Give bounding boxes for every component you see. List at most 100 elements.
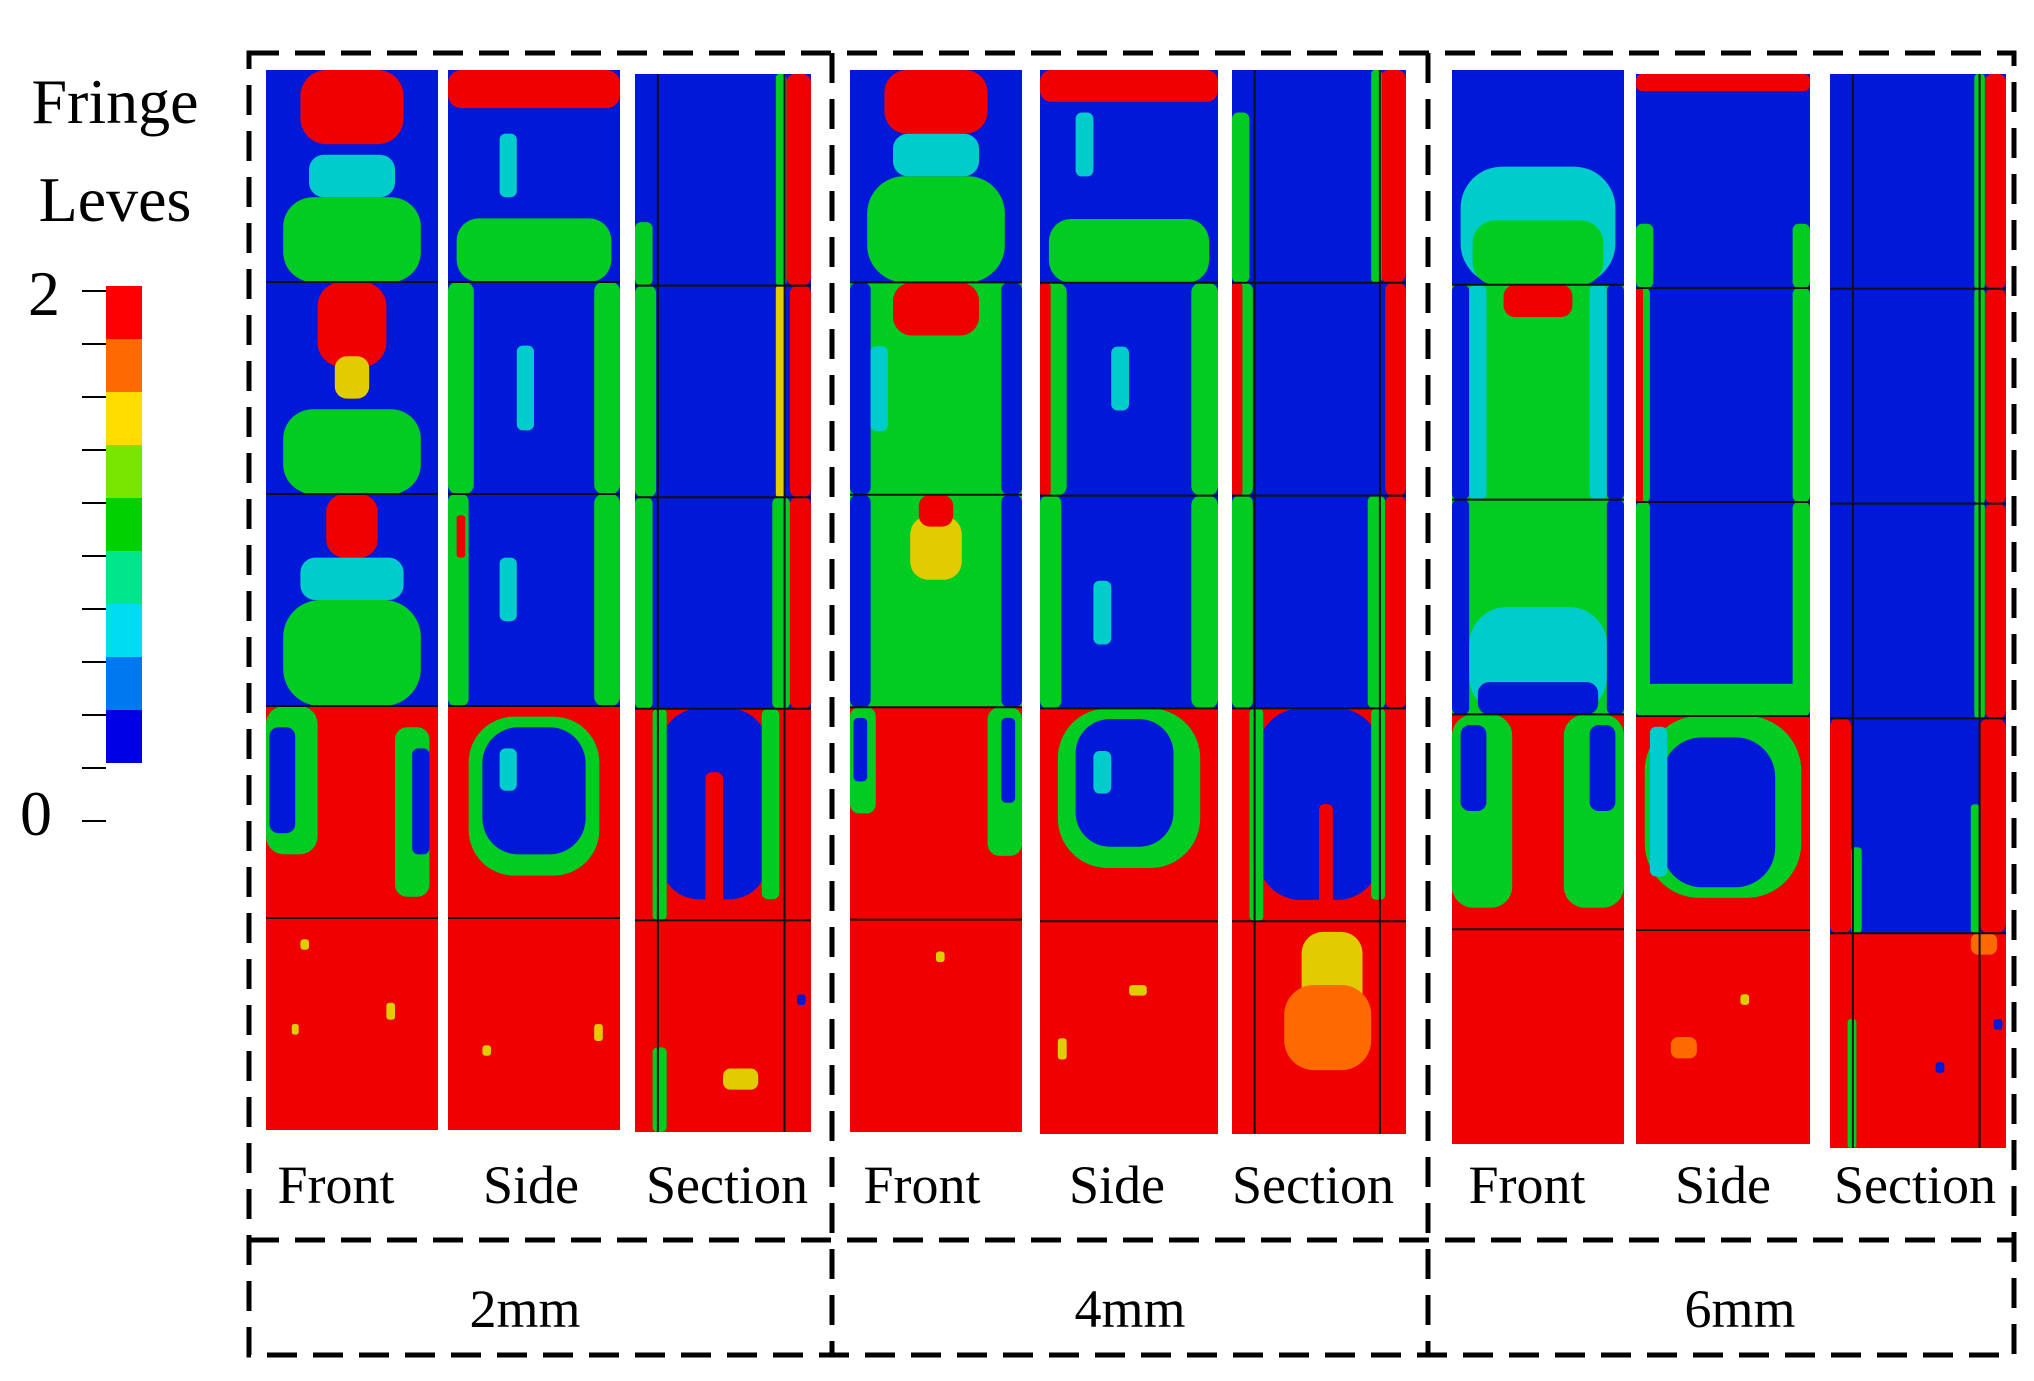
colorbar-tick <box>82 396 106 398</box>
colorbar-segment <box>106 392 142 445</box>
fringe-region <box>1249 708 1264 922</box>
colorbar-segment <box>106 657 142 710</box>
fringe-region <box>910 516 962 580</box>
fringe-region <box>386 1002 395 1020</box>
view-label-section: Section <box>1232 1155 1394 1215</box>
fringe-region <box>1503 284 1573 318</box>
fringe-region <box>1636 288 1810 502</box>
group-label-6mm: 6mm <box>1684 1279 1796 1339</box>
fringe-region <box>1111 346 1129 411</box>
fringe-region <box>775 285 785 498</box>
fringe-region <box>1379 70 1406 283</box>
contour-panel-4mm-section <box>1232 70 1406 1134</box>
colorbar-tick <box>82 343 106 345</box>
fringe-region <box>1993 1019 2003 1030</box>
fringe-region <box>1191 282 1218 496</box>
fringe-region <box>1649 726 1668 877</box>
fringe-region <box>1040 495 1218 709</box>
fringe-region <box>300 557 404 600</box>
view-label-side: Side <box>1068 1155 1165 1215</box>
fringe-region <box>1371 708 1386 900</box>
fringe-region <box>1589 725 1616 812</box>
fringe-region <box>705 772 723 921</box>
fringe-region <box>482 727 586 855</box>
fringe-region <box>1258 708 1380 900</box>
fringe-region <box>1001 494 1022 708</box>
fringe-region <box>893 133 979 177</box>
legend-title-line1: Fringe <box>31 66 199 137</box>
fringe-region <box>1979 718 2006 934</box>
fringe-region <box>1048 218 1210 283</box>
fringe-region <box>1093 750 1112 794</box>
view-label-front: Front <box>277 1155 395 1215</box>
fringe-region <box>1589 284 1607 500</box>
fringe-region <box>1792 288 1810 502</box>
fringe-region <box>1636 288 1643 502</box>
legend-max-label: 2 <box>28 258 60 329</box>
fringe-region <box>1385 495 1406 709</box>
fringe-region <box>1606 499 1624 715</box>
fringe-region <box>1792 223 1810 288</box>
contour-panel-2mm-front <box>266 70 438 1130</box>
view-label-side: Side <box>482 1155 579 1215</box>
fringe-region <box>266 918 438 1130</box>
fringe-region <box>723 1068 759 1090</box>
fringe-region <box>1129 985 1147 996</box>
legend-colorbar <box>106 286 142 763</box>
fringe-region <box>1670 1037 1697 1059</box>
fringe-region <box>499 557 517 622</box>
contour-panel-4mm-side <box>1040 70 1218 1134</box>
view-label-front: Front <box>1468 1155 1586 1215</box>
fringe-region <box>893 282 979 336</box>
fringe-region <box>594 494 620 706</box>
fringe-region <box>1001 717 1016 803</box>
fringe-region <box>1284 985 1372 1071</box>
fringe-region <box>789 285 811 498</box>
fringe-region <box>1452 929 1624 1144</box>
fringe-region <box>1636 74 1810 288</box>
fringe-region <box>283 409 421 494</box>
fringe-region <box>1606 284 1624 500</box>
fringe-region <box>1935 1062 1945 1073</box>
fringe-region <box>448 282 474 494</box>
fringe-region <box>283 600 421 706</box>
fringe-region <box>1232 495 1253 709</box>
fringe-region <box>1636 683 1810 716</box>
fringe-region <box>1636 502 1650 716</box>
fringe-region <box>326 494 378 558</box>
fringe-region <box>918 494 954 527</box>
fringe-region <box>448 918 620 1130</box>
fringe-region <box>635 497 653 709</box>
fringe-region <box>936 951 945 963</box>
fringe-region <box>1319 804 1333 922</box>
colorbar-segment <box>106 286 142 339</box>
fringe-region <box>1636 74 1810 92</box>
view-label-section: Section <box>1834 1155 1996 1215</box>
fringe-region <box>1452 499 1470 715</box>
fringe-region <box>1984 503 2006 719</box>
fringe-region <box>1367 495 1386 709</box>
fringe-region <box>1472 220 1604 285</box>
colorbar-tick <box>82 608 106 610</box>
fringe-region <box>635 222 653 286</box>
colorbar-segment <box>106 339 142 392</box>
fringe-region <box>761 708 780 900</box>
fringe-region <box>1232 282 1243 496</box>
fringe-region <box>1636 502 1810 716</box>
fringe-region <box>1385 282 1406 496</box>
fringe-region <box>482 1045 491 1056</box>
fringe-region <box>1232 282 1406 496</box>
fringe-region <box>1191 495 1218 709</box>
view-label-front: Front <box>863 1155 981 1215</box>
fringe-region <box>1477 682 1599 715</box>
fringe-region <box>1636 223 1654 288</box>
view-label-side: Side <box>1674 1155 1771 1215</box>
fringe-region <box>291 1024 299 1035</box>
fringe-region <box>850 919 1022 1132</box>
fringe-region <box>317 282 387 367</box>
colorbar-tick <box>82 555 106 557</box>
fringe-region <box>456 515 466 558</box>
fringe-region <box>1636 930 1810 1144</box>
fringe-region <box>786 74 811 286</box>
